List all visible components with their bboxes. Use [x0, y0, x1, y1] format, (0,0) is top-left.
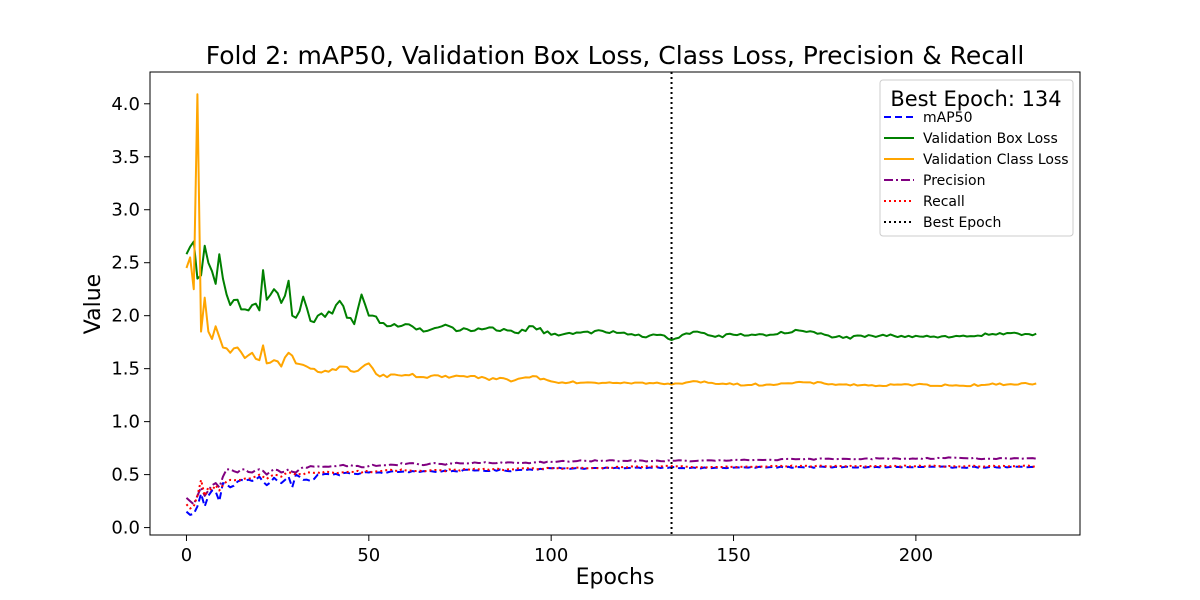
series-lines [185, 93, 1037, 516]
y-axis-title: Value [81, 274, 106, 334]
y-tick-label: 1.0 [111, 412, 140, 433]
y-tick-label: 2.5 [111, 253, 140, 274]
series-line-precision [185, 456, 1037, 506]
y-axis: 0.0 0.5 1.0 1.5 2.0 2.5 3.0 3.5 4.0 [111, 94, 150, 539]
legend-items: mAP50 Validation Box Loss Validation Class… [884, 110, 1069, 231]
series-line-validation-class-loss [185, 93, 1037, 388]
x-tick-label: 150 [716, 545, 750, 566]
y-tick-label: 2.0 [111, 306, 140, 327]
legend: Best Epoch: 134 mAP50 Validation Box Loss… [879, 79, 1074, 237]
x-tick-label: 50 [357, 545, 380, 566]
legend-label: Best Epoch [923, 215, 1001, 231]
y-tick-label: 3.0 [111, 200, 140, 221]
legend-label: Precision [923, 173, 985, 189]
legend-label: mAP50 [923, 110, 972, 126]
x-tick-label: 200 [899, 545, 933, 566]
y-tick-label: 4.0 [111, 94, 140, 115]
y-tick-label: 0.0 [111, 518, 140, 539]
y-tick-label: 1.5 [111, 359, 140, 380]
series-line-map50 [185, 465, 1037, 516]
y-tick-label: 3.5 [111, 147, 140, 168]
x-axis: 0 50 100 150 200 [181, 535, 933, 566]
series-line-recall [185, 464, 1037, 510]
legend-box [879, 79, 1074, 237]
legend-title: Best Epoch: 134 [890, 87, 1061, 111]
y-tick-label: 0.5 [111, 465, 140, 486]
x-tick-label: 0 [181, 545, 192, 566]
series-line-validation-box-loss [185, 240, 1037, 342]
x-axis-title: Epochs [576, 565, 655, 590]
chart-title: Fold 2: mAP50, Validation Box Loss, Clas… [206, 41, 1025, 70]
legend-label: Validation Class Loss [923, 152, 1069, 168]
x-tick-label: 100 [534, 545, 568, 566]
legend-label: Validation Box Loss [923, 131, 1058, 147]
legend-label: Recall [923, 194, 965, 210]
plot-area [149, 71, 1081, 536]
plot-frame [149, 71, 1081, 536]
